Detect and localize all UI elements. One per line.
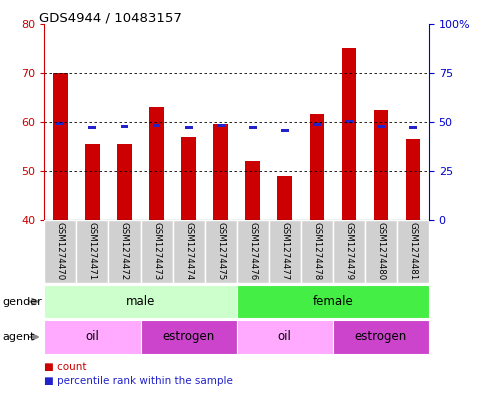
Text: oil: oil (85, 331, 100, 343)
Bar (281, 129, 289, 132)
Bar (149, 107, 164, 220)
Bar (237, 285, 429, 318)
Text: GSM1274478: GSM1274478 (312, 222, 321, 280)
Text: agent: agent (2, 332, 35, 342)
Bar (44, 285, 237, 318)
FancyBboxPatch shape (301, 220, 333, 283)
FancyBboxPatch shape (141, 220, 173, 283)
Bar (313, 123, 321, 126)
Bar (374, 110, 388, 220)
Bar (248, 126, 257, 129)
Bar (181, 136, 196, 220)
Text: GSM1274481: GSM1274481 (408, 222, 418, 280)
Text: GSM1274474: GSM1274474 (184, 222, 193, 280)
Text: GSM1274476: GSM1274476 (248, 222, 257, 280)
Bar (342, 48, 356, 220)
Text: GDS4944 / 10483157: GDS4944 / 10483157 (39, 12, 182, 25)
Text: ■ percentile rank within the sample: ■ percentile rank within the sample (44, 376, 233, 386)
Bar (406, 139, 420, 220)
Text: male: male (126, 295, 155, 308)
Bar (53, 73, 68, 220)
Text: gender: gender (2, 297, 42, 307)
Bar (237, 320, 333, 354)
Bar (216, 124, 225, 127)
Bar (141, 320, 237, 354)
Text: GSM1274475: GSM1274475 (216, 222, 225, 280)
Bar (152, 124, 161, 127)
Bar (246, 161, 260, 220)
Text: GSM1274477: GSM1274477 (280, 222, 289, 280)
FancyBboxPatch shape (237, 220, 269, 283)
Bar (278, 176, 292, 220)
Text: GSM1274473: GSM1274473 (152, 222, 161, 280)
FancyBboxPatch shape (108, 220, 141, 283)
FancyBboxPatch shape (205, 220, 237, 283)
Bar (117, 144, 132, 220)
FancyBboxPatch shape (269, 220, 301, 283)
Text: GSM1274479: GSM1274479 (344, 222, 353, 280)
FancyBboxPatch shape (365, 220, 397, 283)
Text: GSM1274480: GSM1274480 (376, 222, 386, 280)
Bar (310, 114, 324, 220)
Text: GSM1274471: GSM1274471 (88, 222, 97, 280)
Bar (44, 320, 141, 354)
Text: oil: oil (278, 331, 292, 343)
Bar (409, 126, 417, 129)
Text: estrogen: estrogen (163, 331, 214, 343)
Bar (345, 120, 353, 123)
Bar (377, 125, 385, 128)
Bar (56, 122, 65, 125)
Bar (333, 320, 429, 354)
FancyBboxPatch shape (173, 220, 205, 283)
FancyBboxPatch shape (44, 220, 76, 283)
Bar (120, 125, 129, 128)
Bar (213, 124, 228, 220)
Text: female: female (313, 295, 353, 308)
FancyBboxPatch shape (333, 220, 365, 283)
Bar (85, 144, 100, 220)
Bar (88, 126, 97, 129)
Text: GSM1274470: GSM1274470 (56, 222, 65, 280)
Text: GSM1274472: GSM1274472 (120, 222, 129, 280)
Text: ■ count: ■ count (44, 362, 87, 373)
Bar (184, 126, 193, 129)
Text: estrogen: estrogen (355, 331, 407, 343)
FancyBboxPatch shape (76, 220, 108, 283)
FancyBboxPatch shape (397, 220, 429, 283)
